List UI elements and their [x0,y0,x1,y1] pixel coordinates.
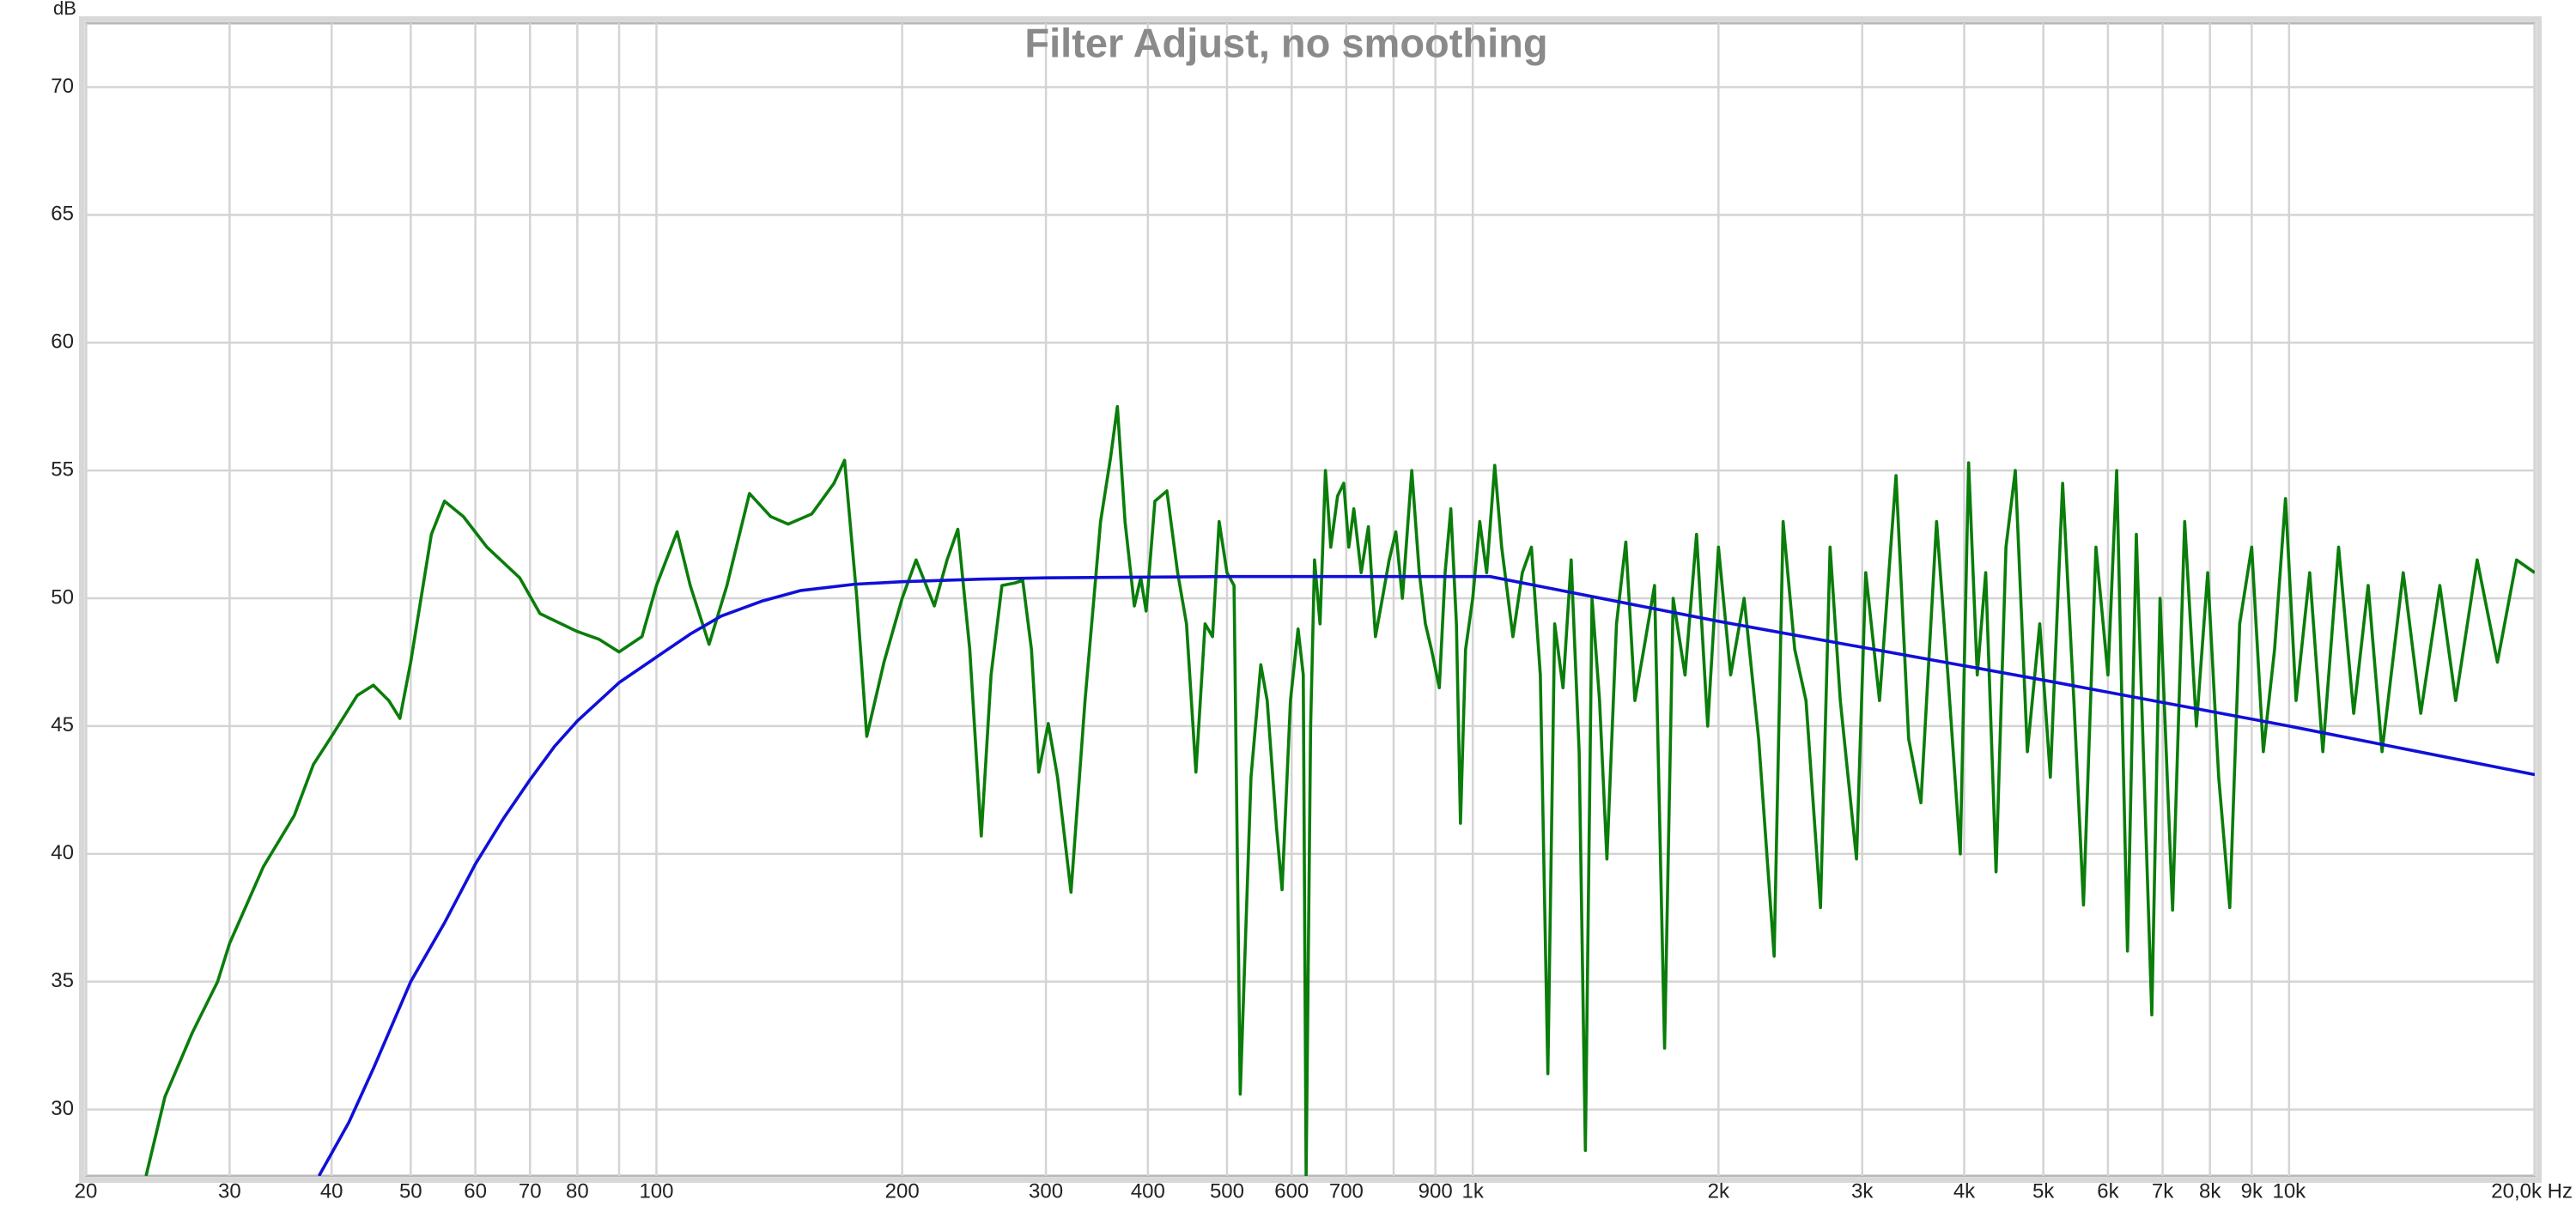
x-tick-label: 70 [519,1179,542,1203]
y-tick-label: 55 [51,458,74,481]
x-tick-label: 20,0k Hz [2491,1179,2573,1203]
x-tick-label: 8k [2199,1179,2221,1203]
x-tick-label: 3k [1851,1179,1874,1203]
series-line [144,404,2535,1176]
y-tick-label: 70 [51,75,74,98]
y-tick-label: 60 [51,330,74,354]
x-tick-label: 60 [464,1179,487,1203]
y-tick-label: 65 [51,203,74,226]
y-axis-label: dB [53,0,76,19]
x-tick-label: 700 [1329,1179,1364,1203]
x-tick-label: 50 [399,1179,422,1203]
grid [84,23,2537,1176]
y-tick-label: 30 [51,1097,74,1120]
y-tick-label: 45 [51,713,74,736]
x-tick-label: 7k [2152,1179,2174,1203]
x-tick-label: 20 [75,1179,98,1203]
x-tick-label: 500 [1210,1179,1244,1203]
x-tick-label: 600 [1274,1179,1309,1203]
x-tick-label: 400 [1131,1179,1165,1203]
x-tick-label: 900 [1419,1179,1453,1203]
plot-frame-shadow [79,16,2542,1183]
x-tick-label: 4k [1953,1179,1976,1203]
y-tick-label: 40 [51,841,74,864]
x-tick-label: 300 [1029,1179,1063,1203]
x-tick-label: 10k [2272,1179,2306,1203]
y-tick-label: 35 [51,969,74,992]
series-line [317,574,2535,1176]
x-tick-label: 1k [1461,1179,1484,1203]
x-tick-label: 2k [1708,1179,1730,1203]
lines [144,404,2535,1176]
x-tick-label: 30 [218,1179,241,1203]
x-tick-label: 40 [320,1179,343,1203]
plot-frame [84,21,2537,1178]
chart-title: Filter Adjust, no smoothing [1024,20,1547,65]
x-tick-label: 9k [2241,1179,2263,1203]
x-tick-label: 200 [885,1179,920,1203]
x-tick-label: 5k [2032,1179,2055,1203]
y-tick-label: 50 [51,585,74,609]
x-tick-label: 6k [2097,1179,2119,1203]
x-tick-label: 80 [566,1179,589,1203]
x-tick-label: 100 [639,1179,673,1203]
